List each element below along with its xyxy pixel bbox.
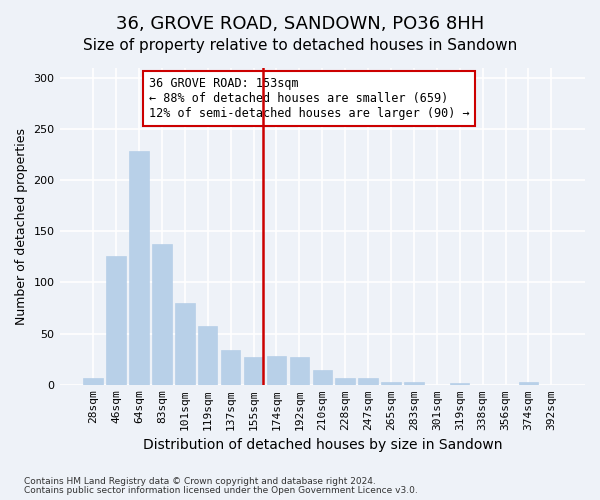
Bar bbox=[267, 356, 286, 385]
Bar bbox=[404, 382, 424, 385]
Bar bbox=[450, 383, 469, 385]
Bar bbox=[290, 357, 309, 385]
Bar bbox=[175, 303, 194, 385]
Bar bbox=[381, 382, 401, 385]
Bar bbox=[313, 370, 332, 385]
Bar bbox=[198, 326, 217, 385]
Bar bbox=[358, 378, 378, 385]
Text: 36 GROVE ROAD: 153sqm
← 88% of detached houses are smaller (659)
12% of semi-det: 36 GROVE ROAD: 153sqm ← 88% of detached … bbox=[149, 77, 469, 120]
Bar bbox=[244, 357, 263, 385]
Text: 36, GROVE ROAD, SANDOWN, PO36 8HH: 36, GROVE ROAD, SANDOWN, PO36 8HH bbox=[116, 15, 484, 33]
Bar bbox=[221, 350, 241, 385]
X-axis label: Distribution of detached houses by size in Sandown: Distribution of detached houses by size … bbox=[143, 438, 502, 452]
Bar bbox=[129, 152, 149, 385]
Bar bbox=[335, 378, 355, 385]
Bar bbox=[83, 378, 103, 385]
Text: Size of property relative to detached houses in Sandown: Size of property relative to detached ho… bbox=[83, 38, 517, 53]
Text: Contains public sector information licensed under the Open Government Licence v3: Contains public sector information licen… bbox=[24, 486, 418, 495]
Bar bbox=[106, 256, 126, 385]
Y-axis label: Number of detached properties: Number of detached properties bbox=[15, 128, 28, 324]
Bar bbox=[152, 244, 172, 385]
Bar bbox=[519, 382, 538, 385]
Text: Contains HM Land Registry data © Crown copyright and database right 2024.: Contains HM Land Registry data © Crown c… bbox=[24, 477, 376, 486]
